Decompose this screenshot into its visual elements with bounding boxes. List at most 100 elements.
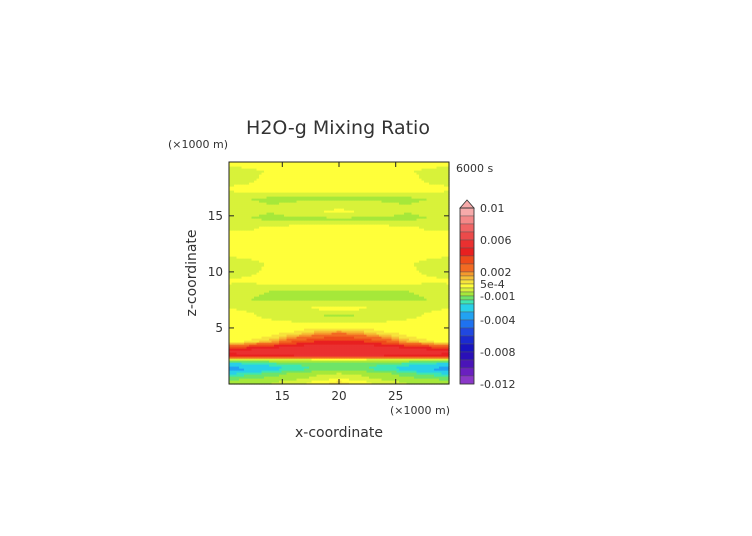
field-cell [371, 374, 375, 377]
field-cell [294, 368, 298, 371]
field-cell [319, 360, 323, 363]
field-cell [441, 316, 445, 319]
field-cell [404, 362, 408, 365]
field-cell [276, 380, 280, 383]
field-cell [416, 298, 420, 301]
field-cell [426, 322, 430, 325]
field-cell [339, 314, 343, 317]
field-cell [299, 370, 303, 373]
field-cell [234, 316, 238, 319]
field-cell [311, 310, 315, 313]
field-cell [419, 334, 423, 337]
field-cell [304, 358, 308, 361]
field-cell [324, 304, 328, 307]
field-cell [434, 370, 438, 373]
field-cell [386, 318, 390, 321]
field-cell [334, 380, 338, 383]
field-cell [384, 374, 388, 377]
field-cell [296, 318, 300, 321]
field-cell [314, 374, 318, 377]
field-cell [409, 372, 413, 375]
field-cell [251, 358, 255, 361]
field-cell [359, 296, 363, 299]
field-cell [394, 306, 398, 309]
field-cell [311, 330, 315, 333]
field-cell [364, 332, 368, 335]
field-cell [249, 370, 253, 373]
field-cell [434, 312, 438, 315]
field-cell [276, 356, 280, 359]
field-cell [369, 326, 373, 329]
field-cell [444, 360, 448, 363]
field-cell [276, 360, 280, 363]
field-cell [264, 380, 268, 383]
field-cell [426, 294, 430, 297]
field-cell [404, 308, 408, 311]
field-cell [441, 346, 445, 349]
field-cell [269, 372, 273, 375]
field-cell [231, 344, 235, 347]
field-cell [306, 322, 310, 325]
field-cell [389, 356, 393, 359]
field-cell [234, 366, 238, 369]
field-cell [281, 334, 285, 337]
field-cell [334, 296, 338, 299]
field-cell [359, 320, 363, 323]
field-cell [306, 362, 310, 365]
field-cell [314, 344, 318, 347]
field-cell [399, 370, 403, 373]
field-cell [329, 356, 333, 359]
field-cell [444, 338, 448, 341]
field-cell [361, 350, 365, 353]
field-cell [259, 294, 263, 297]
field-cell [234, 314, 238, 317]
field-cell [419, 372, 423, 375]
field-cell [299, 344, 303, 347]
field-cell [424, 340, 428, 343]
field-cell [406, 308, 410, 311]
field-cell [421, 318, 425, 321]
field-cell [431, 360, 435, 363]
field-cell [399, 352, 403, 355]
field-cell [246, 378, 250, 381]
field-cell [286, 312, 290, 315]
field-cell [251, 316, 255, 319]
field-cell [334, 382, 338, 385]
field-cell [374, 310, 378, 313]
field-cell [376, 312, 380, 315]
field-cell [241, 318, 245, 321]
field-cell [396, 360, 400, 363]
field-cell [304, 366, 308, 369]
field-cell [284, 304, 288, 307]
field-cell [261, 380, 265, 383]
field-cell [276, 334, 280, 337]
field-cell [244, 342, 248, 345]
field-cell [259, 324, 263, 327]
field-cell [341, 316, 345, 319]
field-cell [356, 378, 360, 381]
field-cell [299, 326, 303, 329]
field-cell [414, 300, 418, 303]
field-cell [424, 358, 428, 361]
field-cell [291, 300, 295, 303]
field-cell [411, 312, 415, 315]
field-cell [356, 340, 360, 343]
field-cell [346, 326, 350, 329]
field-cell [266, 346, 270, 349]
field-cell [371, 358, 375, 361]
field-cell [246, 372, 250, 375]
field-cell [371, 348, 375, 351]
field-cell [331, 372, 335, 375]
field-cell [244, 344, 248, 347]
field-cell [274, 314, 278, 317]
field-cell [306, 330, 310, 333]
field-cell [319, 380, 323, 383]
field-cell [384, 380, 388, 383]
field-cell [274, 318, 278, 321]
field-cell [421, 372, 425, 375]
field-cell [274, 332, 278, 335]
field-cell [231, 300, 235, 303]
field-cell [271, 312, 275, 315]
field-cell [316, 326, 320, 329]
field-cell [296, 334, 300, 337]
